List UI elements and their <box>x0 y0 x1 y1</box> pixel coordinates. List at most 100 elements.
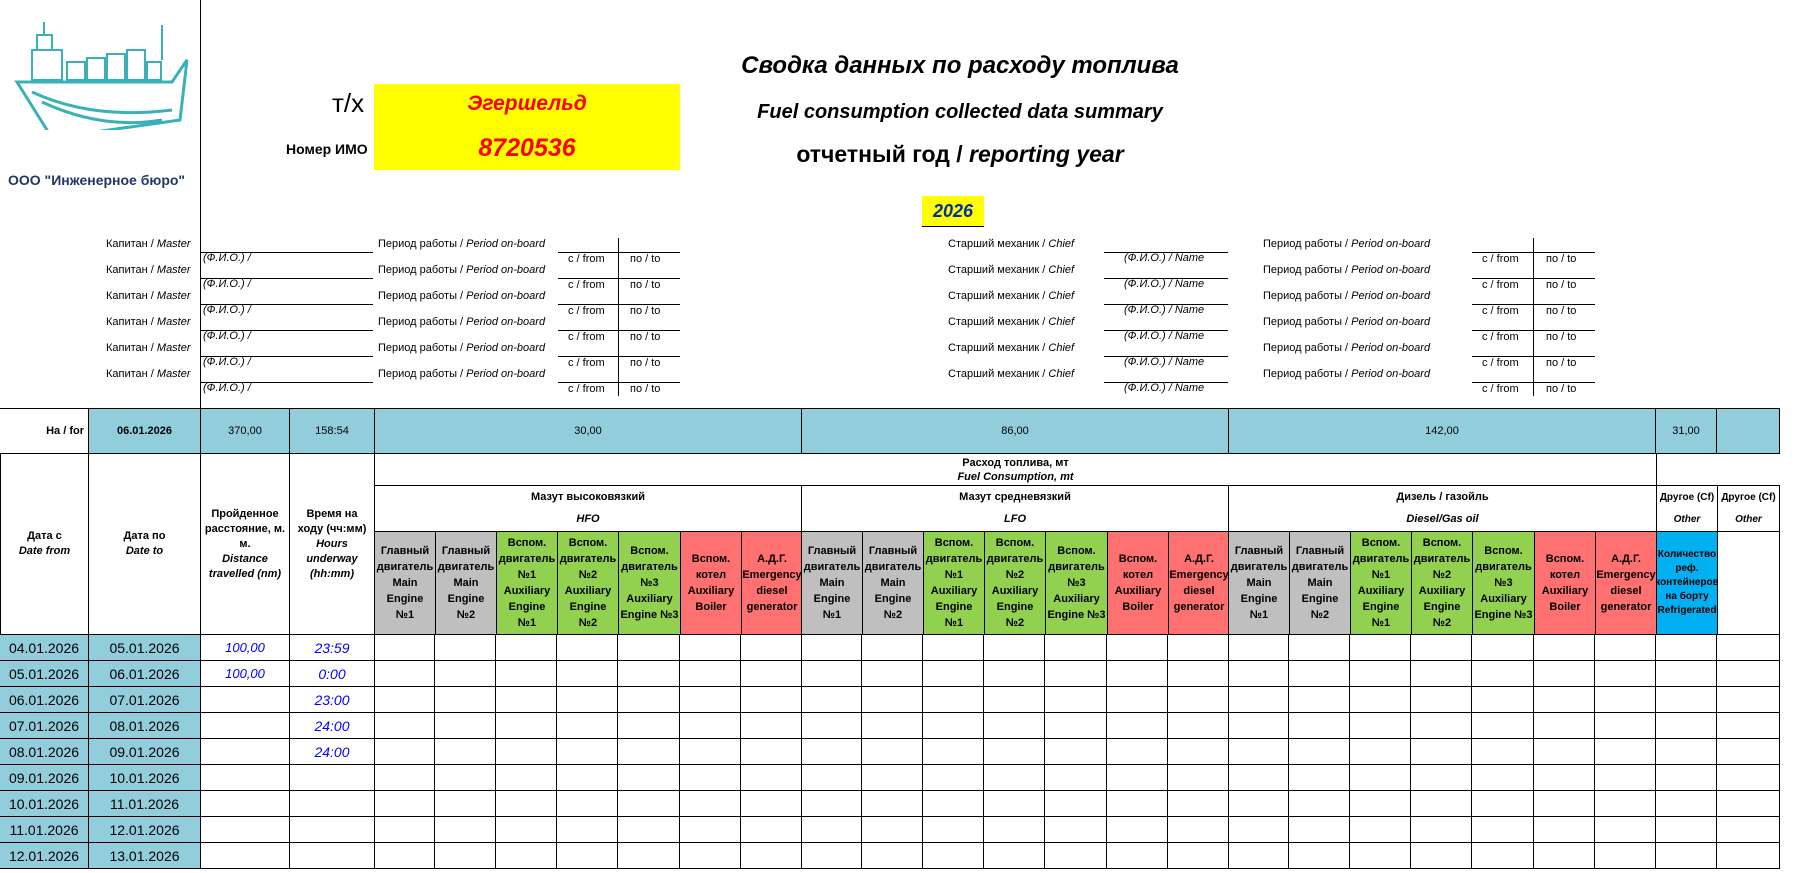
fuel-cell[interactable] <box>923 635 984 661</box>
fuel-cell[interactable] <box>1045 687 1107 713</box>
chief-from-field[interactable]: с / from <box>1482 357 1519 369</box>
fuel-cell[interactable] <box>1411 713 1472 739</box>
fuel-cell[interactable] <box>1472 661 1534 687</box>
row-hours[interactable]: 0:00 <box>290 661 375 687</box>
fuel-cell[interactable] <box>862 791 923 817</box>
row-date-to[interactable]: 07.01.2026 <box>89 687 201 713</box>
fuel-cell[interactable] <box>801 765 862 791</box>
fuel-cell[interactable] <box>862 687 923 713</box>
master-from-field[interactable]: с / from <box>568 357 605 369</box>
master-from-field[interactable]: с / from <box>568 383 605 395</box>
master-to-field[interactable]: по / to <box>630 279 661 291</box>
fuel-cell[interactable] <box>1350 843 1411 869</box>
chief-to-field[interactable]: по / to <box>1546 331 1577 343</box>
fuel-cell[interactable] <box>680 791 741 817</box>
row-date-from[interactable]: 07.01.2026 <box>0 713 89 739</box>
fuel-cell[interactable] <box>618 687 680 713</box>
fuel-cell[interactable] <box>1534 817 1595 843</box>
fuel-cell[interactable] <box>1350 661 1411 687</box>
fuel-cell[interactable] <box>618 739 680 765</box>
fuel-cell[interactable] <box>1107 739 1168 765</box>
chief-to-field[interactable]: по / to <box>1546 253 1577 265</box>
row-distance[interactable]: 100,00 <box>201 635 290 661</box>
row-hours[interactable] <box>290 791 375 817</box>
summary-distance[interactable]: 370,00 <box>200 408 290 454</box>
row-date-to[interactable]: 06.01.2026 <box>89 661 201 687</box>
fuel-cell[interactable] <box>984 791 1045 817</box>
fuel-cell[interactable] <box>1168 843 1229 869</box>
fuel-cell[interactable] <box>374 635 435 661</box>
row-date-to[interactable]: 09.01.2026 <box>89 739 201 765</box>
row-distance[interactable] <box>201 739 290 765</box>
fuel-cell[interactable] <box>801 843 862 869</box>
row-date-to[interactable]: 05.01.2026 <box>89 635 201 661</box>
fuel-cell[interactable] <box>618 817 680 843</box>
fuel-cell[interactable] <box>1411 817 1472 843</box>
fuel-cell[interactable] <box>741 817 802 843</box>
fuel-cell[interactable] <box>862 713 923 739</box>
fuel-cell[interactable] <box>1472 765 1534 791</box>
fuel-cell[interactable] <box>801 791 862 817</box>
fuel-cell[interactable] <box>1411 661 1472 687</box>
row-date-from[interactable]: 10.01.2026 <box>0 791 89 817</box>
fuel-cell[interactable] <box>1595 687 1656 713</box>
fuel-cell[interactable] <box>1228 843 1289 869</box>
chief-from-field[interactable]: с / from <box>1482 279 1519 291</box>
chief-from-field[interactable]: с / from <box>1482 331 1519 343</box>
fuel-cell[interactable] <box>374 817 435 843</box>
chief-name-field[interactable]: (Ф.И.О.) / Name <box>1124 356 1205 368</box>
fuel-cell[interactable] <box>741 843 802 869</box>
fuel-cell[interactable] <box>1168 687 1229 713</box>
summary-date[interactable]: 06.01.2026 <box>88 408 201 454</box>
row-date-from[interactable]: 12.01.2026 <box>0 843 89 869</box>
fuel-cell[interactable] <box>557 739 618 765</box>
fuel-cell[interactable] <box>1289 817 1350 843</box>
row-date-from[interactable]: 09.01.2026 <box>0 765 89 791</box>
fuel-cell[interactable] <box>1534 635 1595 661</box>
other-cell[interactable] <box>1656 635 1717 661</box>
fuel-cell[interactable] <box>1350 687 1411 713</box>
fuel-cell[interactable] <box>1472 791 1534 817</box>
fuel-cell[interactable] <box>1228 739 1289 765</box>
fuel-cell[interactable] <box>1228 817 1289 843</box>
fuel-cell[interactable] <box>1045 713 1107 739</box>
fuel-cell[interactable] <box>618 791 680 817</box>
fuel-cell[interactable] <box>923 713 984 739</box>
fuel-cell[interactable] <box>1411 765 1472 791</box>
master-from-field[interactable]: с / from <box>568 279 605 291</box>
fuel-cell[interactable] <box>1107 843 1168 869</box>
fuel-cell[interactable] <box>1472 713 1534 739</box>
other-cell[interactable] <box>1656 817 1717 843</box>
fuel-cell[interactable] <box>984 713 1045 739</box>
fuel-cell[interactable] <box>618 765 680 791</box>
chief-from-field[interactable]: с / from <box>1482 305 1519 317</box>
fuel-cell[interactable] <box>801 635 862 661</box>
fuel-cell[interactable] <box>618 713 680 739</box>
row-hours[interactable] <box>290 843 375 869</box>
fuel-cell[interactable] <box>984 817 1045 843</box>
fuel-cell[interactable] <box>1228 635 1289 661</box>
fuel-cell[interactable] <box>1595 713 1656 739</box>
fuel-cell[interactable] <box>374 791 435 817</box>
fuel-cell[interactable] <box>984 661 1045 687</box>
fuel-cell[interactable] <box>680 817 741 843</box>
master-from-field[interactable]: с / from <box>568 331 605 343</box>
fuel-cell[interactable] <box>1045 791 1107 817</box>
fuel-cell[interactable] <box>374 661 435 687</box>
row-distance[interactable] <box>201 765 290 791</box>
other-cell[interactable] <box>1656 843 1717 869</box>
row-hours[interactable]: 24:00 <box>290 713 375 739</box>
summary-diesel[interactable]: 142,00 <box>1228 408 1656 454</box>
fuel-cell[interactable] <box>1289 843 1350 869</box>
fuel-cell[interactable] <box>1045 843 1107 869</box>
fuel-cell[interactable] <box>1107 687 1168 713</box>
fuel-cell[interactable] <box>1289 661 1350 687</box>
fuel-cell[interactable] <box>1045 635 1107 661</box>
other-cell[interactable] <box>1656 687 1717 713</box>
fuel-cell[interactable] <box>618 635 680 661</box>
fuel-cell[interactable] <box>496 843 557 869</box>
chief-from-field[interactable]: с / from <box>1482 253 1519 265</box>
master-name-field[interactable]: (Ф.И.О.) / <box>203 252 251 264</box>
summary-other[interactable]: 31,00 <box>1655 408 1717 454</box>
chief-name-field[interactable]: (Ф.И.О.) / Name <box>1124 330 1205 342</box>
